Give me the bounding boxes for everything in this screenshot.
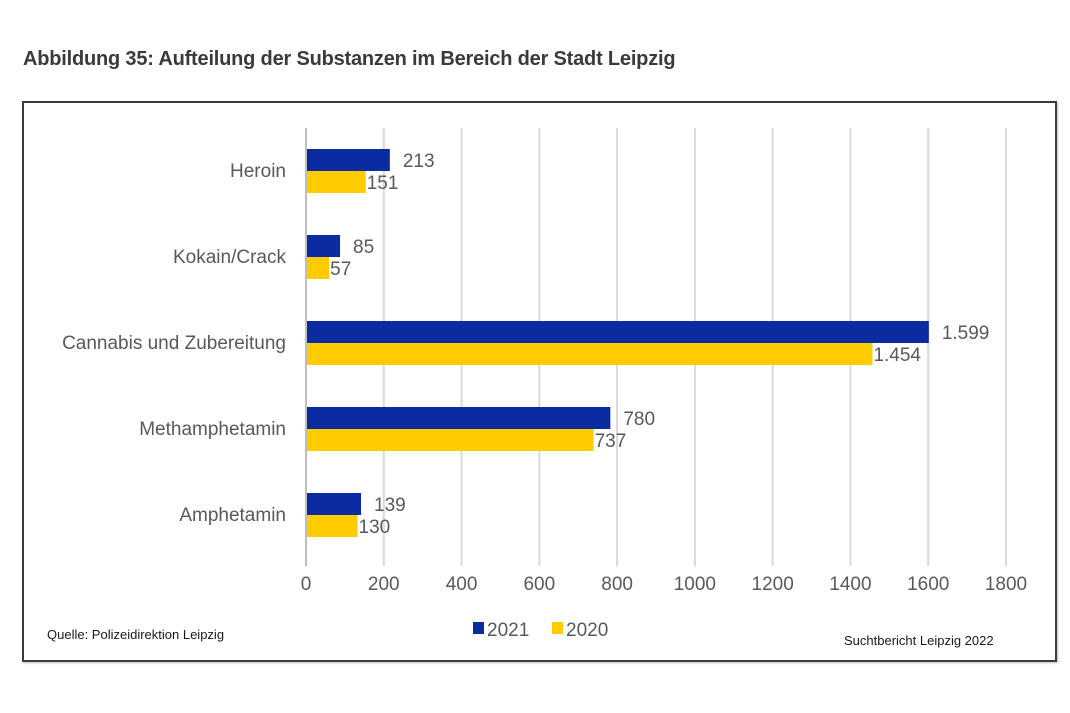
- data-label: 57: [330, 259, 351, 280]
- x-tick-label: 200: [368, 574, 400, 595]
- x-tick-label: 800: [601, 574, 633, 595]
- data-label: 151: [367, 173, 399, 194]
- category-label: Heroin: [230, 161, 286, 182]
- bar-2020-amphetamin: [307, 515, 358, 537]
- bar-2020-cannabis-und-zubereitung: [307, 343, 873, 365]
- x-tick-label: 400: [446, 574, 478, 595]
- data-label: 1.599: [942, 323, 990, 344]
- legend-label-2021: 2021: [487, 620, 529, 641]
- bar-2020-heroin: [307, 171, 366, 193]
- data-label: 139: [374, 495, 406, 516]
- x-tick-label: 0: [301, 574, 312, 595]
- source-note: Quelle: Polizeidirektion Leipzig: [47, 627, 225, 642]
- bar-2021-methamphetamin: [307, 407, 611, 429]
- bars: [307, 149, 929, 537]
- legend-label-2020: 2020: [566, 620, 608, 641]
- data-label: 85: [353, 237, 374, 258]
- legend-swatch-2021: [473, 622, 484, 634]
- bar-2021-amphetamin: [307, 493, 362, 515]
- bar-2021-heroin: [307, 149, 390, 171]
- data-label: 130: [359, 517, 391, 538]
- labels: 0 200 400 600 800 1000 1200 1400 1600 1800 Heroin 2…: [62, 151, 1027, 595]
- legend-swatch-2020: [552, 622, 563, 634]
- category-label: Amphetamin: [179, 505, 286, 526]
- category-label: Methamphetamin: [139, 419, 286, 440]
- x-tick-label: 1800: [985, 574, 1027, 595]
- data-label: 1.454: [873, 345, 921, 366]
- data-label: 213: [403, 151, 435, 172]
- bar-2020-methamphetamin: [307, 429, 594, 451]
- data-label: 737: [595, 431, 627, 452]
- legend: 2021 2020: [473, 620, 608, 641]
- x-tick-label: 600: [523, 574, 555, 595]
- bar-2021-kokain-crack: [307, 235, 341, 257]
- x-tick-label: 1000: [674, 574, 716, 595]
- x-tick-label: 1400: [829, 574, 871, 595]
- report-note: Suchtbericht Leipzig 2022: [844, 633, 994, 648]
- x-tick-label: 1600: [907, 574, 949, 595]
- category-label: Kokain/Crack: [173, 247, 286, 268]
- bar-2020-kokain-crack: [307, 257, 330, 279]
- x-tick-label: 1200: [752, 574, 794, 595]
- category-label: Cannabis und Zubereitung: [62, 333, 286, 354]
- data-label: 780: [623, 409, 655, 430]
- figure-title: Abbildung 35: Aufteilung der Substanzen …: [23, 48, 676, 70]
- bar-2021-cannabis-und-zubereitung: [307, 321, 929, 343]
